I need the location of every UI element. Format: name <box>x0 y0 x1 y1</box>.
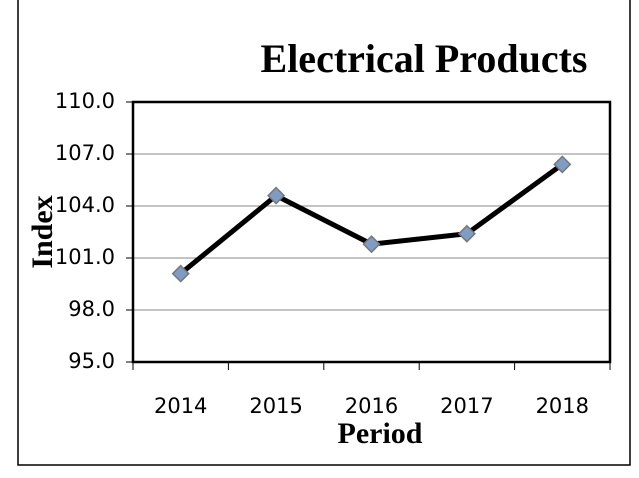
x-tick-label: 2017 <box>440 394 493 418</box>
y-tick-label: 104.0 <box>55 193 115 217</box>
chart-title: Electrical Products <box>261 36 588 81</box>
chart-frame <box>17 0 631 466</box>
y-tick-label: 101.0 <box>55 245 115 269</box>
x-tick-label: 2016 <box>345 394 398 418</box>
y-tick-label: 107.0 <box>55 141 115 165</box>
data-line <box>179 162 564 276</box>
plot-border <box>131 100 612 364</box>
data-marker <box>457 224 476 243</box>
x-tick-label: 2018 <box>536 394 589 418</box>
y-axis-label: Index <box>26 195 59 268</box>
data-marker <box>267 186 286 205</box>
data-marker <box>553 155 572 174</box>
x-tick-label: 2014 <box>154 394 207 418</box>
x-axis-label: Period <box>338 417 423 450</box>
y-tick-label: 110.0 <box>55 89 115 113</box>
x-tick-label: 2015 <box>249 394 302 418</box>
data-marker <box>362 235 381 254</box>
y-tick-label: 95.0 <box>68 349 115 373</box>
y-tick-label: 98.0 <box>68 297 115 321</box>
data-marker <box>171 264 190 283</box>
